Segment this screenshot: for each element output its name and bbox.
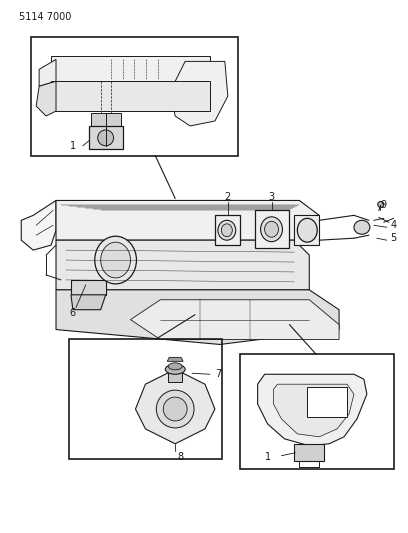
Text: 1: 1	[264, 451, 271, 462]
Polygon shape	[307, 387, 347, 417]
Polygon shape	[167, 358, 183, 361]
Polygon shape	[215, 215, 240, 245]
Polygon shape	[273, 384, 354, 437]
Text: 6: 6	[70, 308, 76, 318]
Polygon shape	[168, 372, 182, 382]
Polygon shape	[295, 215, 319, 245]
Text: 7: 7	[215, 369, 221, 379]
Text: 3: 3	[268, 192, 275, 203]
Polygon shape	[255, 211, 289, 248]
Text: 9: 9	[381, 200, 387, 211]
Ellipse shape	[264, 221, 279, 237]
Ellipse shape	[101, 242, 131, 278]
Text: 1: 1	[70, 141, 76, 151]
Ellipse shape	[261, 217, 282, 241]
Ellipse shape	[163, 397, 187, 421]
Circle shape	[378, 201, 384, 207]
Polygon shape	[257, 374, 367, 446]
Ellipse shape	[218, 220, 236, 240]
Text: 8: 8	[177, 451, 183, 462]
Polygon shape	[170, 61, 228, 126]
Polygon shape	[51, 56, 210, 81]
Polygon shape	[56, 240, 309, 290]
Polygon shape	[51, 81, 210, 111]
Text: 2: 2	[225, 192, 231, 203]
Ellipse shape	[95, 236, 136, 284]
Circle shape	[98, 130, 113, 146]
Bar	[240, 354, 394, 469]
Polygon shape	[89, 126, 122, 149]
Bar	[31, 37, 238, 156]
Text: 4: 4	[390, 220, 397, 230]
Text: 5: 5	[390, 233, 397, 243]
Polygon shape	[71, 280, 106, 295]
Ellipse shape	[165, 365, 185, 374]
Polygon shape	[21, 200, 56, 250]
Ellipse shape	[168, 363, 182, 370]
Ellipse shape	[354, 220, 370, 234]
Polygon shape	[71, 295, 106, 310]
Ellipse shape	[297, 219, 317, 242]
Text: 5114 7000: 5114 7000	[19, 12, 72, 22]
Polygon shape	[39, 59, 56, 86]
Polygon shape	[295, 444, 324, 461]
Polygon shape	[135, 369, 215, 444]
Polygon shape	[36, 81, 56, 116]
Polygon shape	[131, 300, 339, 340]
Polygon shape	[91, 113, 121, 126]
Polygon shape	[56, 200, 319, 240]
Ellipse shape	[222, 224, 232, 237]
Bar	[69, 340, 222, 459]
Ellipse shape	[156, 390, 194, 428]
Polygon shape	[56, 290, 339, 344]
